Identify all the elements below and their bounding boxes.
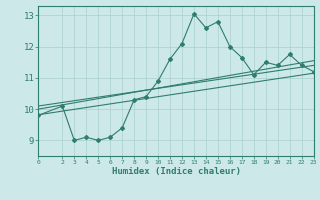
X-axis label: Humidex (Indice chaleur): Humidex (Indice chaleur)	[111, 167, 241, 176]
